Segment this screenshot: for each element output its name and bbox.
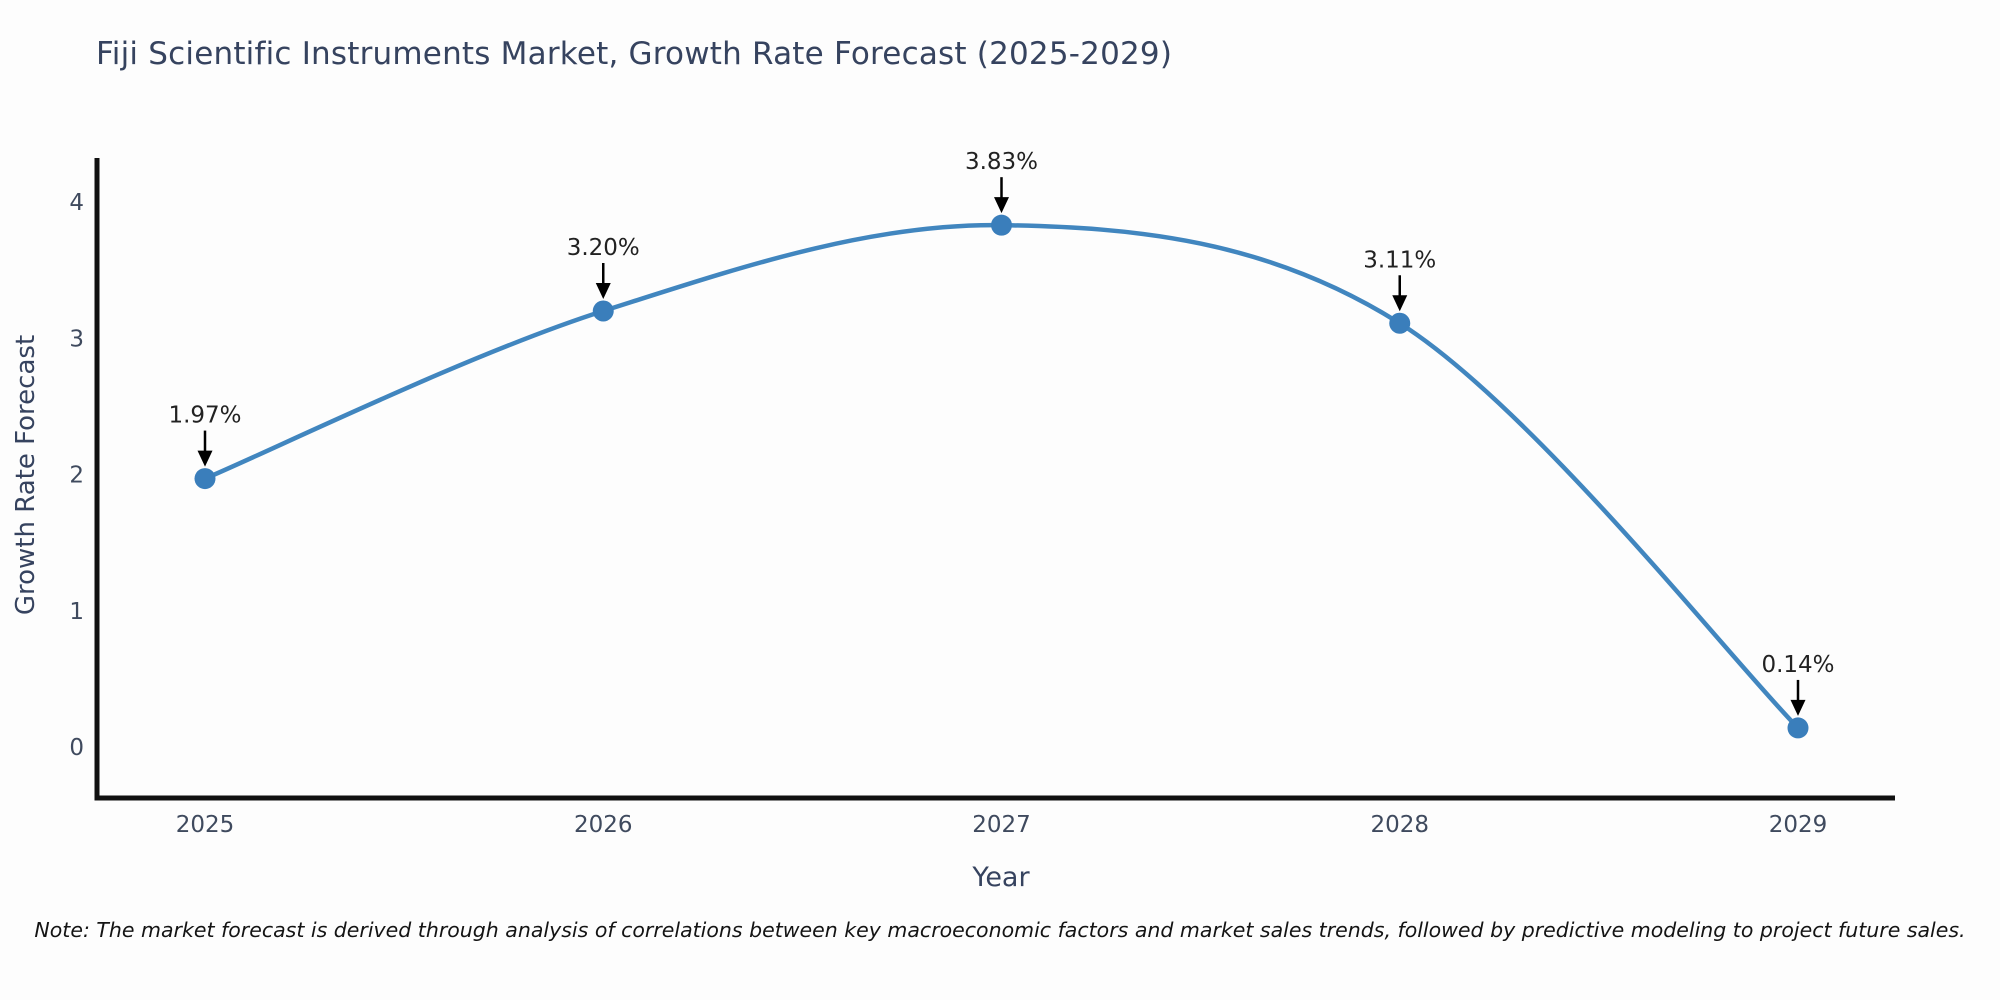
x-tick-label: 2029 <box>1769 812 1828 838</box>
annotation-arrowhead-icon <box>1392 295 1408 312</box>
data-point-marker <box>592 300 614 322</box>
data-point-marker <box>1389 312 1411 334</box>
y-axis-title: Growth Rate Forecast <box>11 335 41 615</box>
point-value-label: 1.97% <box>168 403 241 429</box>
annotation-arrowhead-icon <box>994 197 1009 214</box>
x-axis-title: Year <box>971 862 1030 893</box>
data-point-marker <box>194 468 216 490</box>
y-tick-label: 1 <box>69 599 84 625</box>
annotation-arrowhead-icon <box>595 283 611 299</box>
chart-note: Note: The market forecast is derived thr… <box>34 918 1966 942</box>
data-point-marker <box>1787 717 1809 739</box>
data-point-marker <box>991 214 1012 236</box>
y-tick-label: 0 <box>69 735 84 761</box>
x-tick-label: 2027 <box>972 812 1031 838</box>
point-value-label: 3.83% <box>965 149 1038 175</box>
y-tick-label: 2 <box>69 463 84 489</box>
x-tick-label: 2026 <box>574 812 633 838</box>
y-tick-label: 3 <box>69 326 84 352</box>
x-tick-label: 2028 <box>1370 812 1429 838</box>
annotation-arrowhead-icon <box>1790 699 1806 716</box>
annotation-arrowhead-icon <box>197 450 213 467</box>
point-value-label: 3.11% <box>1363 247 1436 273</box>
x-tick-label: 2025 <box>176 812 235 838</box>
y-tick-label: 4 <box>69 190 84 216</box>
plot-area: 0 1 2 3 4 2025 2026 2027 2028 2029 Growth Rate For… <box>11 149 1835 893</box>
chart-title: Fiji Scientific Instruments Market, Grow… <box>96 36 1173 72</box>
forecast-line <box>202 222 1801 731</box>
point-value-label: 0.14% <box>1761 652 1834 678</box>
point-value-label: 3.20% <box>567 235 640 261</box>
